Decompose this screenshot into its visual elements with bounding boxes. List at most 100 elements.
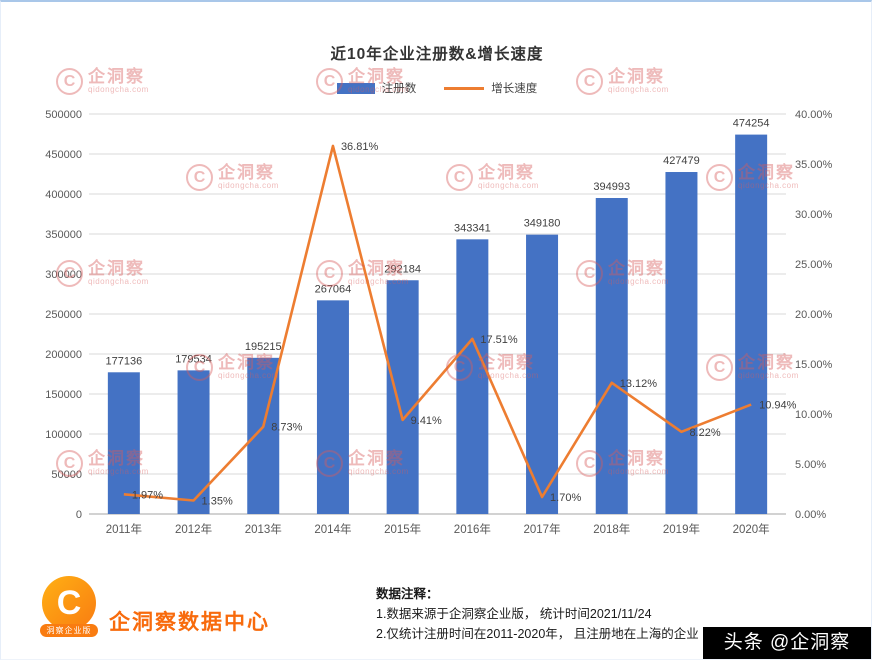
right-axis-labels: 0.00% 5.00% 10.00% 15.00% 20.00% 25.00% 30.00%… <box>795 109 833 521</box>
watermark: C 企洞察 qidongcha.com <box>316 450 409 477</box>
watermark-logo-icon: C <box>706 354 733 381</box>
watermark: C 企洞察 qidongcha.com <box>316 260 409 287</box>
svg-text:100000: 100000 <box>45 429 82 441</box>
svg-text:195215: 195215 <box>245 341 282 353</box>
note-line-1: 1.数据来源于企洞察企业版， 统计时间2021/11/24 <box>376 607 652 621</box>
bar <box>735 134 768 514</box>
note-line-2: 2.仅统计注册时间在2011-2020年， 且注册地在上海的企业 <box>376 627 699 641</box>
svg-text:2014年: 2014年 <box>314 522 351 536</box>
watermark-logo-icon: C <box>186 354 213 381</box>
svg-text:250000: 250000 <box>45 309 82 321</box>
watermark: C 企洞察 qidongcha.com <box>576 260 669 287</box>
watermark: C 企洞察 qidongcha.com <box>706 164 799 191</box>
line-swatch-icon <box>444 86 485 90</box>
svg-text:1.70%: 1.70% <box>550 492 581 504</box>
line-value-labels: 1.97% 1.35% 8.73% 36.81% 9.41% 17.51% 1.70% 13.… <box>132 141 797 508</box>
svg-text:343341: 343341 <box>454 222 491 234</box>
svg-text:10.00%: 10.00% <box>795 409 833 421</box>
svg-text:17.51%: 17.51% <box>480 334 518 346</box>
svg-text:2017年: 2017年 <box>524 522 561 536</box>
watermark-logo-icon: C <box>706 164 733 191</box>
watermark-text: 企洞察 qidongcha.com <box>478 163 539 191</box>
watermark: C 企洞察 qidongcha.com <box>706 354 799 381</box>
svg-text:349180: 349180 <box>524 218 561 230</box>
watermark: C 企洞察 qidongcha.com <box>576 450 669 477</box>
svg-text:50000: 50000 <box>51 469 82 481</box>
watermark-text: 企洞察 qidongcha.com <box>738 163 799 191</box>
bar <box>665 172 698 515</box>
watermark-logo-icon: C <box>576 450 603 477</box>
watermark-logo-icon: C <box>576 260 603 287</box>
notes-title: 数据注释： <box>376 587 439 601</box>
svg-text:2012年: 2012年 <box>175 522 212 536</box>
bar <box>526 234 559 514</box>
svg-text:2018年: 2018年 <box>593 522 630 536</box>
svg-text:30.00%: 30.00% <box>795 209 833 221</box>
svg-text:267064: 267064 <box>315 283 352 295</box>
svg-text:200000: 200000 <box>45 349 82 361</box>
svg-text:5.00%: 5.00% <box>795 459 826 471</box>
bar <box>456 239 489 514</box>
data-notes: 数据注释： 1.数据来源于企洞察企业版， 统计时间2021/11/24 2.仅统… <box>376 584 699 644</box>
svg-text:2020年: 2020年 <box>733 522 770 536</box>
svg-text:8.22%: 8.22% <box>689 427 720 439</box>
svg-text:179534: 179534 <box>175 353 212 365</box>
legend-label-bar: 注册数 <box>381 83 417 95</box>
watermark-text: 企洞察 qidongcha.com <box>88 449 149 477</box>
svg-text:9.41%: 9.41% <box>411 415 442 427</box>
gridlines <box>89 113 786 515</box>
watermark-text: 企洞察 qidongcha.com <box>218 353 279 381</box>
bar <box>595 198 628 514</box>
watermark-text: 企洞察 qidongcha.com <box>88 259 149 287</box>
svg-text:2016年: 2016年 <box>454 522 491 536</box>
org-name: 企洞察数据中心 <box>109 611 270 634</box>
brand-logo-icon: C <box>42 576 96 630</box>
watermark: C 企洞察 qidongcha.com <box>186 354 279 381</box>
svg-text:15.00%: 15.00% <box>795 359 833 371</box>
svg-text:1.97%: 1.97% <box>132 489 163 501</box>
svg-text:2011年: 2011年 <box>106 522 142 536</box>
bar <box>386 280 419 514</box>
svg-text:25.00%: 25.00% <box>795 259 833 271</box>
watermark-logo-icon: C <box>446 164 473 191</box>
watermark-text: 企洞察 qidongcha.com <box>738 353 799 381</box>
legend-item-bar: 注册数 <box>336 80 417 96</box>
watermark: C 企洞察 qidongcha.com <box>56 260 149 287</box>
x-axis-labels: 2011年 2012年 2013年 2014年 2015年 2016年 2017年 2018年… <box>106 522 770 536</box>
watermark-logo-icon: C <box>186 164 213 191</box>
legend-item-line: 增长速度 <box>444 80 537 96</box>
watermark-text: 企洞察 qidongcha.com <box>218 163 279 191</box>
watermark-logo-icon: C <box>316 450 343 477</box>
watermark-logo-icon: C <box>56 450 83 477</box>
svg-text:2015年: 2015年 <box>384 522 421 536</box>
bar <box>107 372 140 514</box>
svg-text:20.00%: 20.00% <box>795 309 833 321</box>
svg-text:1.35%: 1.35% <box>202 496 233 508</box>
svg-text:427479: 427479 <box>663 155 700 167</box>
brand-logo-ribbon: 洞察企业版 <box>40 624 98 637</box>
svg-text:35.00%: 35.00% <box>795 159 833 171</box>
chart-title: 近10年企业注册数&增长速度 <box>330 46 544 63</box>
svg-text:13.12%: 13.12% <box>620 378 658 390</box>
bar <box>247 357 280 514</box>
legend: 注册数 增长速度 <box>1 80 871 96</box>
svg-text:36.81%: 36.81% <box>341 141 379 153</box>
toutiao-ribbon: 头条 @企洞察 <box>703 627 871 659</box>
svg-text:2019年: 2019年 <box>663 522 700 536</box>
svg-text:150000: 150000 <box>45 389 82 401</box>
svg-text:0: 0 <box>76 509 82 521</box>
bar-value-labels: 177136 179534 195215 267064 292184 343341 3491… <box>105 118 769 368</box>
brand-logo: C 洞察企业版 <box>39 576 99 637</box>
svg-text:40.00%: 40.00% <box>795 109 833 121</box>
watermark-logo-icon: C <box>316 260 343 287</box>
svg-text:0.00%: 0.00% <box>795 509 826 521</box>
svg-text:400000: 400000 <box>45 189 82 201</box>
watermark: C 企洞察 qidongcha.com <box>56 450 149 477</box>
bar <box>316 300 349 514</box>
svg-text:177136: 177136 <box>105 355 142 367</box>
left-axis-labels: 0 50000 100000 150000 200000 250000 300000 3500… <box>45 109 82 521</box>
svg-text:10.94%: 10.94% <box>759 400 797 412</box>
svg-text:394993: 394993 <box>593 181 630 193</box>
watermark-text: 企洞察 qidongcha.com <box>608 449 669 477</box>
